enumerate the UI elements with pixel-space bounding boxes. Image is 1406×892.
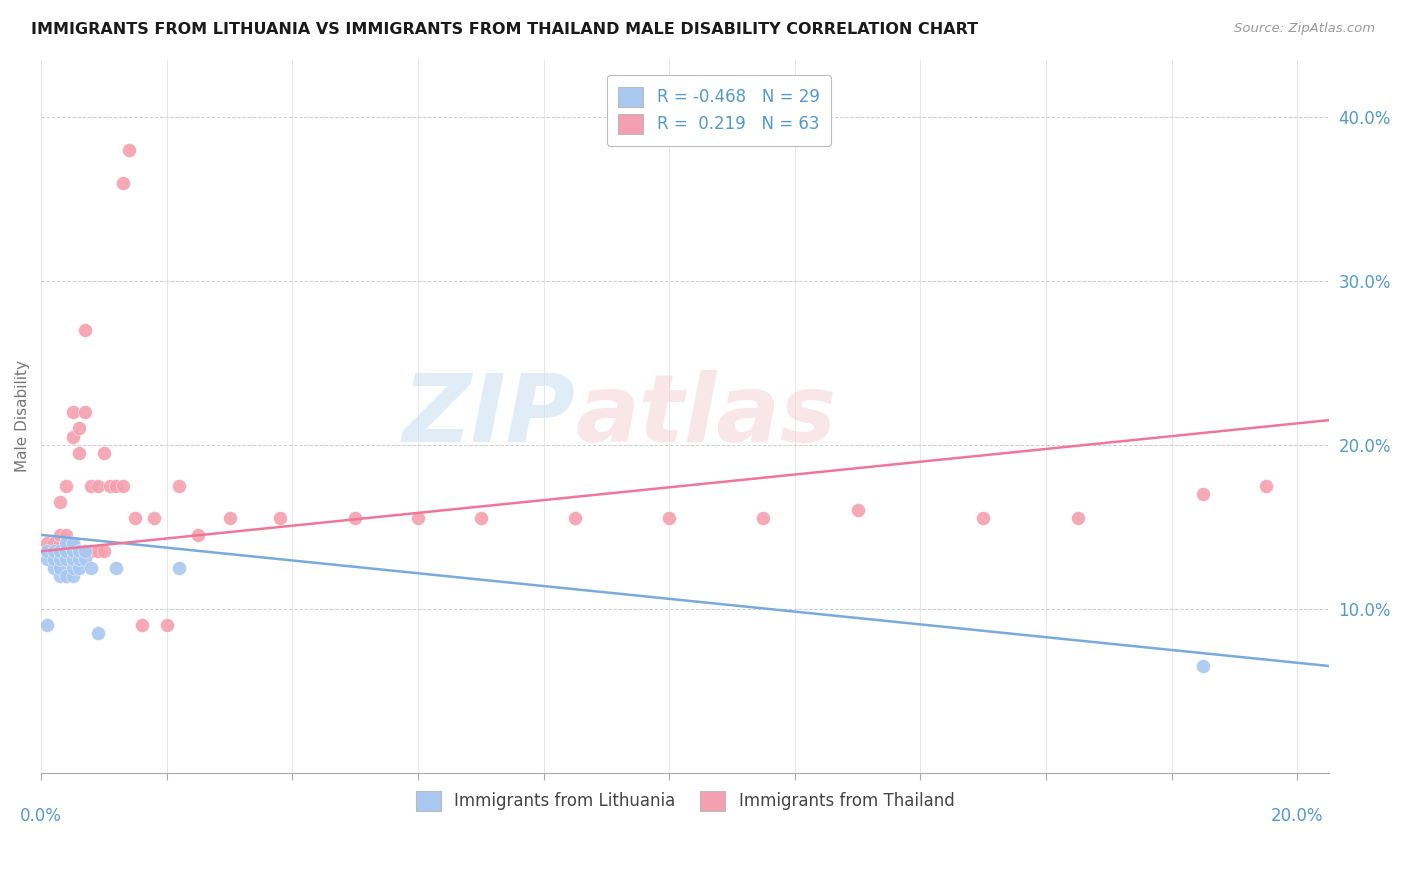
Point	[75, 323, 97, 337]
Point	[55, 536, 77, 550]
Point	[42, 536, 65, 550]
Point	[37, 552, 59, 566]
Point	[42, 552, 65, 566]
Point	[49, 552, 72, 566]
Point	[37, 618, 59, 632]
Point	[269, 511, 291, 525]
Point	[218, 511, 240, 525]
Point	[187, 528, 209, 542]
Point	[55, 479, 77, 493]
Point	[55, 544, 77, 558]
Point	[105, 479, 128, 493]
Text: IMMIGRANTS FROM LITHUANIA VS IMMIGRANTS FROM THAILAND MALE DISABILITY CORRELATIO: IMMIGRANTS FROM LITHUANIA VS IMMIGRANTS …	[31, 22, 979, 37]
Point	[111, 479, 134, 493]
Point	[143, 511, 166, 525]
Point	[49, 552, 72, 566]
Point	[86, 544, 108, 558]
Point	[80, 560, 103, 574]
Point	[37, 544, 59, 558]
Text: ZIP: ZIP	[402, 370, 575, 462]
Point	[49, 528, 72, 542]
Point	[67, 552, 90, 566]
Text: 0.0%: 0.0%	[20, 806, 62, 825]
Point	[75, 552, 97, 566]
Point	[67, 544, 90, 558]
Point	[62, 569, 84, 583]
Point	[75, 544, 97, 558]
Point	[80, 544, 103, 558]
Point	[37, 536, 59, 550]
Point	[752, 511, 775, 525]
Point	[1192, 487, 1215, 501]
Point	[75, 544, 97, 558]
Point	[470, 511, 492, 525]
Point	[55, 536, 77, 550]
Point	[55, 552, 77, 566]
Point	[105, 560, 128, 574]
Point	[156, 618, 179, 632]
Point	[111, 176, 134, 190]
Point	[49, 544, 72, 558]
Point	[1066, 511, 1088, 525]
Point	[344, 511, 367, 525]
Point	[67, 560, 90, 574]
Point	[67, 544, 90, 558]
Point	[67, 446, 90, 460]
Point	[1254, 479, 1277, 493]
Point	[55, 544, 77, 558]
Point	[131, 618, 153, 632]
Point	[62, 544, 84, 558]
Text: Source: ZipAtlas.com: Source: ZipAtlas.com	[1234, 22, 1375, 36]
Text: 20.0%: 20.0%	[1271, 806, 1323, 825]
Point	[37, 544, 59, 558]
Point	[98, 479, 121, 493]
Point	[1192, 659, 1215, 673]
Point	[658, 511, 681, 525]
Point	[75, 405, 97, 419]
Point	[86, 479, 108, 493]
Point	[93, 446, 115, 460]
Point	[62, 560, 84, 574]
Point	[62, 429, 84, 443]
Point	[62, 405, 84, 419]
Point	[42, 560, 65, 574]
Point	[62, 536, 84, 550]
Point	[118, 143, 141, 157]
Point	[169, 479, 191, 493]
Point	[49, 560, 72, 574]
Point	[62, 536, 84, 550]
Point	[124, 511, 146, 525]
Point	[564, 511, 586, 525]
Point	[169, 560, 191, 574]
Point	[406, 511, 429, 525]
Point	[49, 544, 72, 558]
Point	[93, 544, 115, 558]
Point	[86, 626, 108, 640]
Point	[42, 544, 65, 558]
Point	[62, 552, 84, 566]
Point	[55, 569, 77, 583]
Point	[55, 528, 77, 542]
Y-axis label: Male Disability: Male Disability	[15, 360, 30, 472]
Point	[49, 495, 72, 509]
Point	[67, 421, 90, 435]
Point	[62, 544, 84, 558]
Point	[49, 536, 72, 550]
Legend: Immigrants from Lithuania, Immigrants from Thailand: Immigrants from Lithuania, Immigrants fr…	[409, 784, 960, 818]
Text: atlas: atlas	[575, 370, 837, 462]
Point	[80, 479, 103, 493]
Point	[846, 503, 869, 517]
Point	[972, 511, 994, 525]
Point	[42, 552, 65, 566]
Point	[49, 569, 72, 583]
Point	[42, 544, 65, 558]
